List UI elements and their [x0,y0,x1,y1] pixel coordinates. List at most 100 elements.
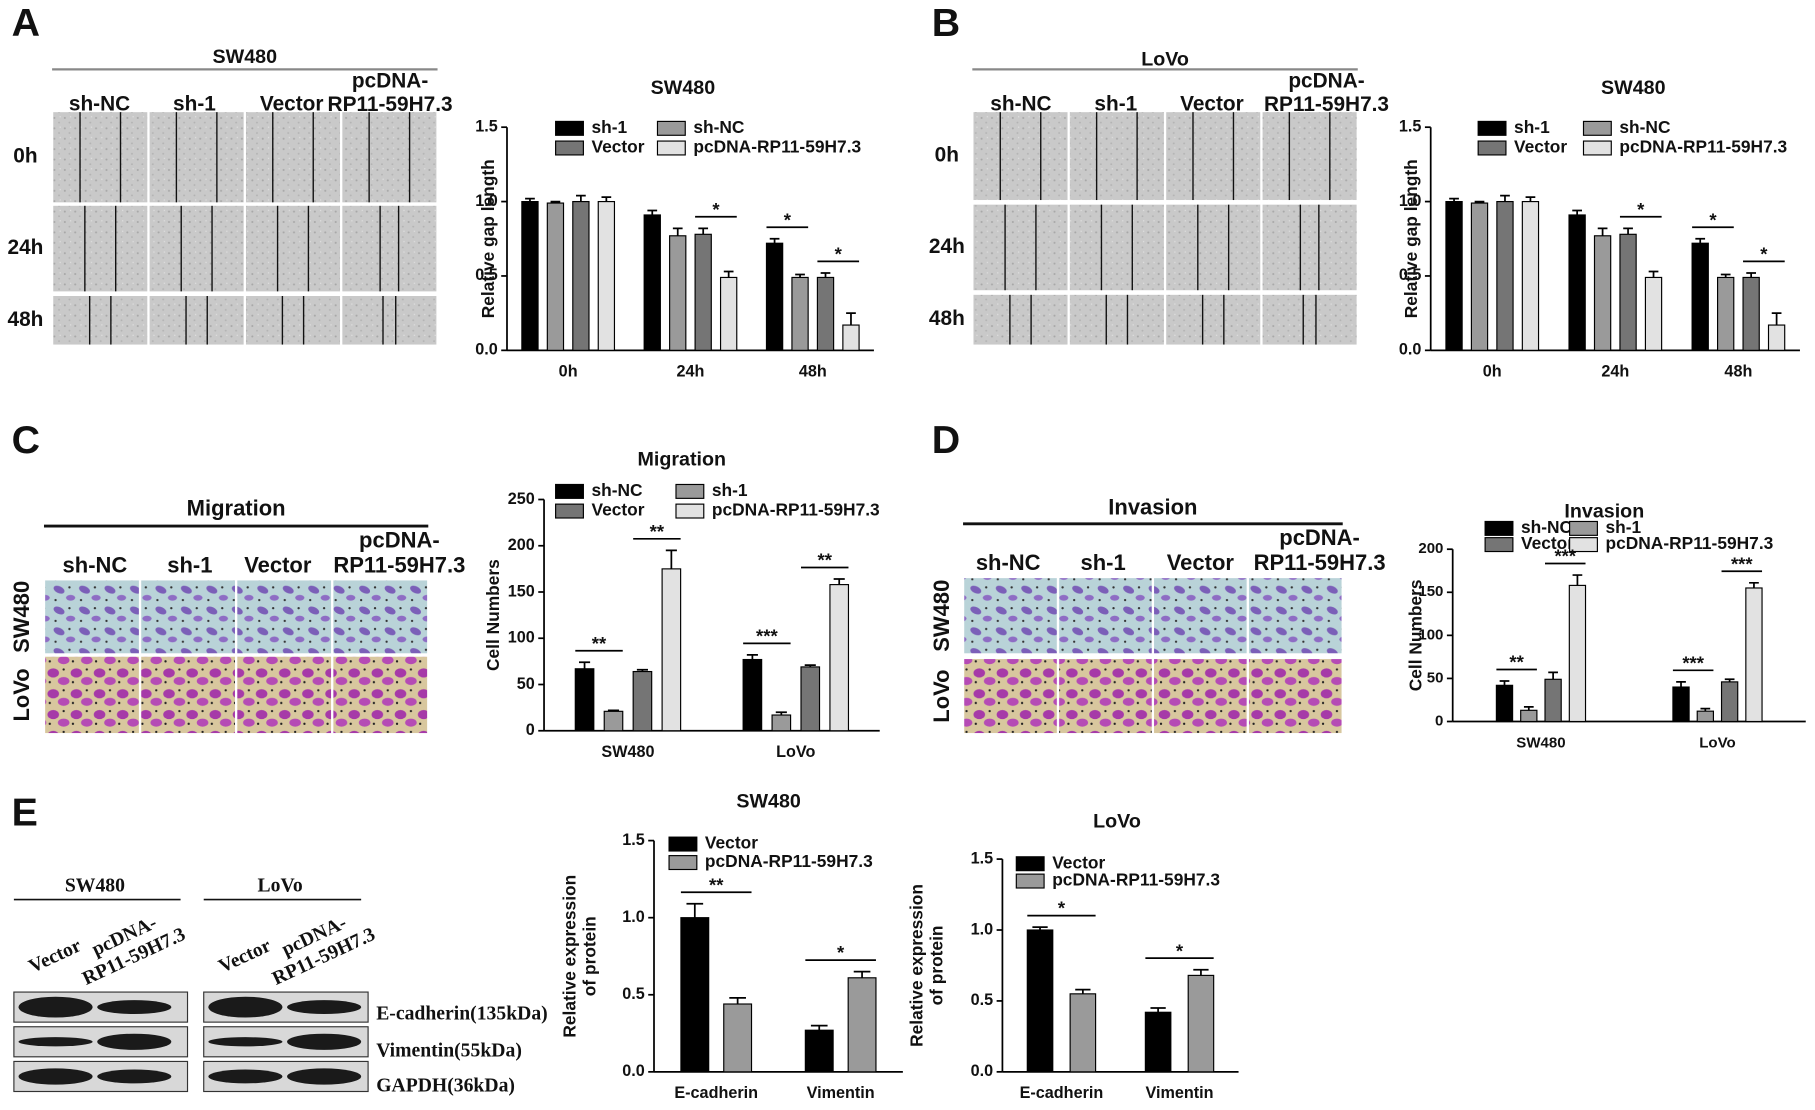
micrograph [1166,294,1261,345]
column-label-line: RP11-59H7.3 [333,552,465,577]
y-axis-label: Cell Numbers [483,559,503,671]
error-bar [1724,678,1735,682]
column-label-line: pcDNA- [359,527,440,552]
significance-label: * [1637,199,1645,220]
row-label: SW480 [929,580,954,652]
legend-swatch [555,120,584,136]
error-bar [601,196,612,202]
error-bar [1771,312,1782,326]
blot-band [208,1037,283,1047]
legend-label: pcDNA-RP11-59H7.3 [1605,533,1773,553]
x-tick-label: 0h [1483,363,1502,381]
micrograph [1166,112,1261,201]
legend-label: Vector [1514,137,1567,157]
y-tick-label: 1.0 [1399,192,1422,210]
bar [1568,214,1586,351]
bar [1619,233,1637,351]
column-label-line: RP11-59H7.3 [328,93,453,116]
column-label: sh-1 [1081,550,1126,575]
significance-label: *** [756,625,778,646]
y-tick-label: 0.5 [622,985,645,1003]
legend-swatch [675,483,705,499]
error-bar [846,312,856,326]
y-tick-label: 50 [517,675,535,693]
y-axis-label-line: Relative expression [559,875,579,1038]
bar [771,714,792,732]
micrograph [1248,578,1342,654]
y-axis-label-line: of protein [579,916,599,996]
micrograph [342,112,437,203]
micrograph [1154,659,1247,734]
chart-title: Invasion [1564,500,1644,522]
bar [1496,200,1514,351]
bar [1696,710,1715,723]
micrograph [1262,204,1357,291]
column-label-line: pcDNA- [1288,69,1364,92]
micrograph [1154,578,1247,654]
chart-title: LoVo [1093,810,1141,832]
y-tick-label: 0.0 [1399,341,1422,359]
error-bar [1623,227,1633,235]
micrograph [1248,659,1342,734]
micrograph [141,580,235,654]
error-bar [576,194,586,202]
micrograph [333,580,428,654]
bar [1026,929,1054,1073]
y-tick-label: 0.5 [475,266,498,284]
significance-label: * [835,244,843,265]
bar [632,670,653,732]
column-label: sh-1 [167,552,212,577]
error-bar [525,197,535,202]
significance-label: * [1058,898,1066,919]
error-bar [1523,705,1534,711]
error-bar [1032,926,1048,931]
legend-label: sh-NC [1619,117,1671,137]
bar [829,584,850,732]
error-bar [636,668,648,672]
error-bar [647,209,658,215]
y-axis-label: Cell Numbers [1405,579,1425,691]
panel-letter: B [932,1,960,45]
y-tick-label: 100 [1418,626,1443,643]
blot-band [287,1068,362,1085]
column-label-line: pcDNA- [1279,525,1360,550]
micrograph [141,656,235,734]
error-bar [1720,273,1731,278]
error-bar [1193,968,1209,976]
bar [521,200,539,351]
error-bar [1648,270,1659,278]
x-tick-label: 24h [1601,363,1629,381]
legend-swatch [1484,520,1514,536]
blot-band [208,1069,283,1084]
error-bar [810,1024,828,1031]
error-bar [607,709,620,712]
error-bar [820,272,831,278]
x-tick-label: E-cadherin [674,1084,758,1102]
legend-swatch [1477,120,1507,136]
bar [816,276,835,351]
panel-letter: C [12,418,40,462]
y-axis-label: Relative gap length [478,159,498,318]
bar [1742,276,1760,351]
x-tick-label: SW480 [601,743,654,761]
column-label: pcDNA-RP11-59H7.3 [1254,525,1386,575]
error-bar [1499,680,1510,686]
chart-title: Migration [638,448,727,470]
y-tick-label: 0.0 [475,341,498,359]
micrograph [342,205,437,292]
x-tick-label: Vimentin [807,1084,875,1102]
legend-label: sh-NC [591,480,643,500]
column-label: sh-NC [63,552,128,577]
legend-swatch [675,503,705,519]
y-tick-label: 0.5 [1399,266,1422,284]
y-axis-label: Relative gap length [1401,159,1421,318]
y-tick-label: 0.5 [971,991,994,1009]
legend-swatch [1569,537,1598,553]
blot-band [287,1000,362,1015]
chart-title: SW480 [651,77,716,99]
error-bar [1150,1007,1166,1013]
bar [847,977,877,1073]
bar [661,568,682,732]
y-tick-label: 250 [508,490,535,508]
column-label: sh-1 [1094,93,1137,116]
